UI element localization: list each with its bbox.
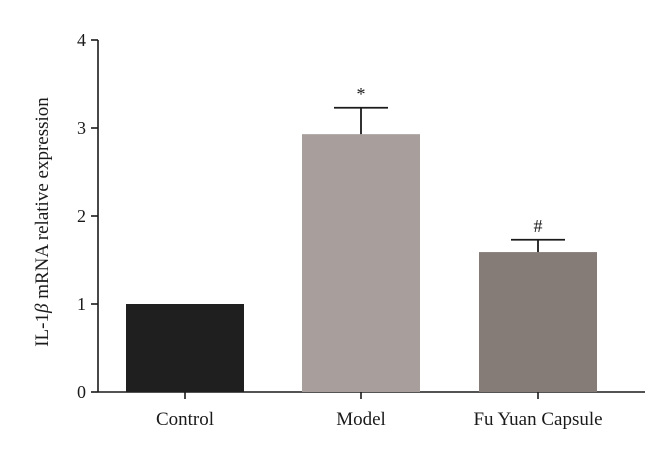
significance-marker: * <box>357 84 366 104</box>
x-tick-label: Fu Yuan Capsule <box>473 409 602 430</box>
x-axis: Control Model Fu Yuan Capsule <box>98 391 645 430</box>
significance-marker: # <box>534 216 543 236</box>
bar-fu-yuan-capsule <box>479 252 597 392</box>
y-axis-title-suffix: mRNA relative expression <box>32 97 53 304</box>
y-axis-title-prefix: IL-1 <box>32 313 53 347</box>
y-tick-label: 0 <box>77 382 86 402</box>
error-bars <box>334 106 565 253</box>
x-tick-label: Model <box>336 409 386 430</box>
bar-control <box>126 304 244 392</box>
y-tick-label: 3 <box>77 118 86 138</box>
y-axis-title: IL-1β mRNA relative expression <box>32 97 53 347</box>
bars <box>126 134 597 392</box>
significance-annotations: *# <box>357 84 543 236</box>
y-tick-label: 2 <box>77 206 86 226</box>
y-axis-title-symbol: β <box>32 303 53 314</box>
y-axis: 0 1 2 3 4 <box>77 30 99 402</box>
x-tick-label: Control <box>156 409 214 430</box>
y-tick-label: 1 <box>77 294 86 314</box>
y-tick-label: 4 <box>77 30 86 50</box>
bar-model <box>302 134 420 392</box>
